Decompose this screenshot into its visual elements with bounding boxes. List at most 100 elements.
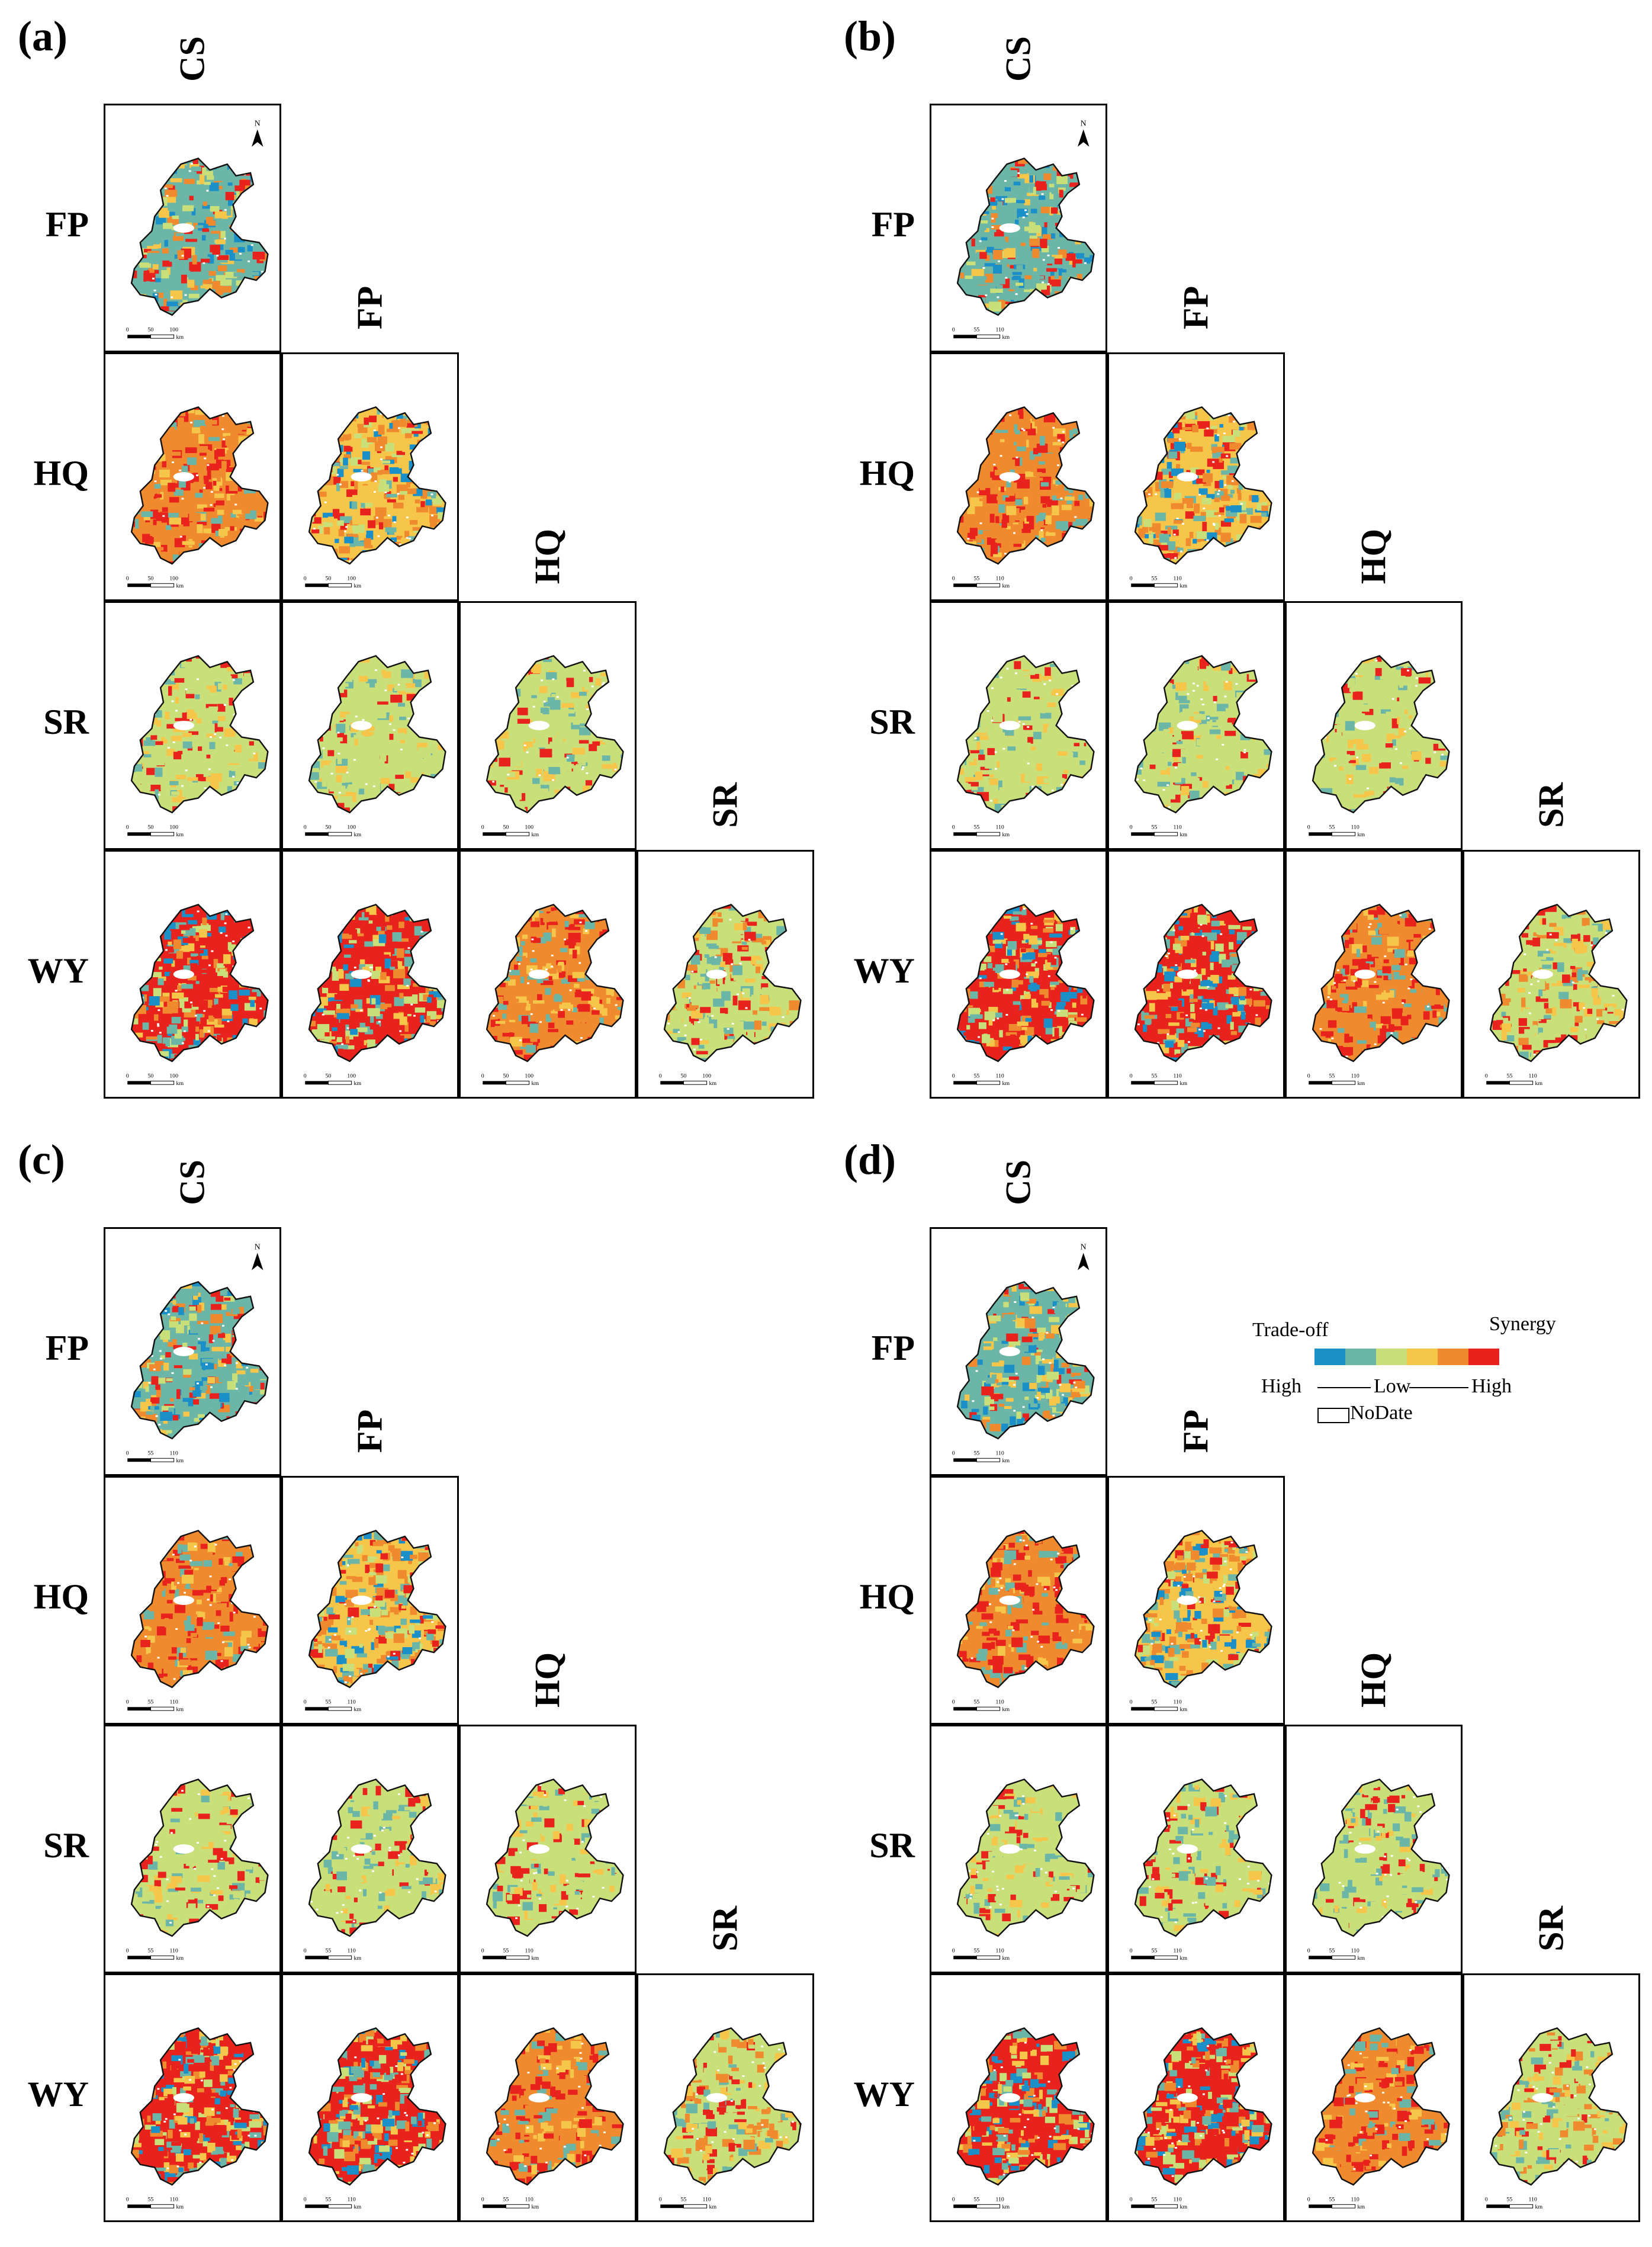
map-cell-cs-hq: 0 55 110 km	[930, 1476, 1107, 1725]
map-cell-cs-sr: 0 55 110 km	[104, 1725, 281, 1973]
scale-tick: 0	[481, 824, 484, 830]
region-boundary	[1134, 406, 1272, 565]
map-cell-fp-hq: 0 55 110 km	[1107, 352, 1285, 601]
region-boundary	[308, 1778, 446, 1937]
lake-nodata	[1354, 721, 1375, 730]
scale-tick: 0	[126, 575, 129, 582]
lake-nodata	[173, 1844, 194, 1854]
scale-tick: 50	[326, 824, 332, 830]
lake-nodata	[528, 970, 549, 979]
scale-tick: 0	[1307, 1947, 1310, 1954]
column-header: SR	[705, 782, 745, 828]
north-arrow-icon: N	[1077, 119, 1089, 147]
scale-tick: 55	[1152, 575, 1158, 582]
lake-nodata	[999, 472, 1020, 482]
row-header: HQ	[33, 454, 89, 493]
scale-unit: km	[1180, 1706, 1188, 1713]
row-header: FP	[871, 1328, 915, 1368]
scale-tick: 100	[169, 326, 178, 333]
region-boundary	[1312, 1778, 1450, 1937]
scale-tick: 0	[304, 1699, 307, 1705]
scale-tick: 0	[481, 2196, 484, 2203]
scale-tick: 55	[974, 575, 980, 582]
map-cell-fp-wy: 0 50 100 km	[281, 850, 459, 1099]
lake-nodata	[1177, 1844, 1198, 1854]
scale-tick: 55	[974, 326, 980, 333]
legend-synergy-label: Synergy	[1489, 1313, 1556, 1335]
map-cell-fp-wy: 0 55 110 km	[1107, 850, 1285, 1099]
scale-unit: km	[1180, 1955, 1188, 1962]
scale-tick: 55	[974, 1450, 980, 1456]
scale-unit: km	[1002, 1458, 1010, 1464]
scale-unit: km	[532, 832, 539, 838]
scale-tick: 55	[503, 2196, 509, 2203]
scale-tick: 50	[503, 824, 509, 830]
scale-tick: 0	[481, 1947, 484, 1954]
scale-tick: 110	[1351, 1073, 1359, 1079]
scale-tick: 110	[169, 1450, 178, 1456]
lake-nodata	[1177, 721, 1198, 730]
lake-nodata	[173, 223, 194, 233]
legend-swatch	[1314, 1349, 1345, 1365]
column-header: SR	[1531, 1906, 1571, 1951]
scale-tick: 100	[347, 575, 356, 582]
scale-tick: 0	[952, 1699, 955, 1705]
region-boundary	[130, 157, 269, 316]
panel-a: (a) FP HQ SR WY CS 0 50 100 km N 0 50 100 km 0 50 100 km 0 5…	[0, 0, 826, 1124]
scale-tick: 55	[1507, 2196, 1513, 2203]
scale-tick: 0	[1130, 824, 1133, 830]
legend-swatch	[1468, 1349, 1499, 1365]
region-boundary	[1312, 2027, 1450, 2186]
scale-tick: 55	[974, 1073, 980, 1079]
lake-nodata	[173, 472, 194, 482]
scale-tick: 55	[1152, 824, 1158, 830]
legend-low: Low	[1374, 1375, 1411, 1397]
scale-tick: 0	[952, 2196, 955, 2203]
column-header: FP	[1176, 1409, 1216, 1453]
scale-tick: 110	[1173, 1947, 1181, 1954]
scale-tick: 0	[952, 824, 955, 830]
row-header: HQ	[859, 454, 915, 493]
scale-tick: 110	[525, 2196, 533, 2203]
scale-unit: km	[354, 1955, 362, 1962]
lake-nodata	[351, 1596, 372, 1605]
lake-nodata	[999, 970, 1020, 979]
lake-nodata	[173, 1347, 194, 1356]
scale-unit: km	[354, 832, 362, 838]
scale-tick: 100	[525, 824, 533, 830]
row-header: WY	[853, 2075, 915, 2114]
scale-tick: 0	[659, 2196, 662, 2203]
scale-tick: 50	[148, 326, 154, 333]
panel-c: (c) FP HQ SR WY CS 0 55 110 km N 0 55 110 km 0 55 110 km 0 5…	[0, 1124, 826, 2247]
scale-tick: 0	[952, 1947, 955, 1954]
row-header: HQ	[859, 1577, 915, 1616]
scale-tick: 100	[169, 1073, 178, 1079]
scale-tick: 0	[126, 2196, 129, 2203]
map-cell-hq-sr: 0 55 110 km	[1285, 601, 1463, 850]
region-boundary	[486, 903, 624, 1062]
scale-tick: 110	[1351, 1947, 1359, 1954]
map-cell-cs-wy: 0 50 100 km	[104, 850, 281, 1099]
scale-tick: 100	[347, 1073, 356, 1079]
